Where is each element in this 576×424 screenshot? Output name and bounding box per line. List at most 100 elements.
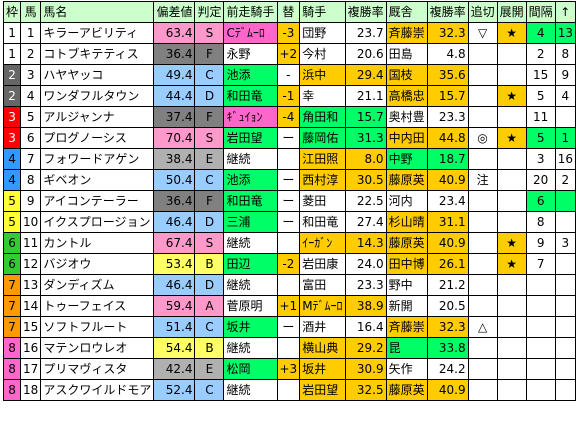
jockey-rate-cell: 21.1 (344, 85, 387, 107)
horse-name-cell: ギベオン (40, 169, 155, 191)
waku-cell: 1 (2, 22, 22, 44)
interval-cell (525, 379, 556, 401)
arrow-cell: 16 (554, 148, 576, 170)
horse-number-cell: 18 (20, 379, 42, 401)
jockey-cell: 富田 (299, 274, 346, 296)
stable-rate-cell: 40.9 (426, 232, 469, 254)
waku-cell: 7 (2, 295, 22, 317)
change-cell (276, 379, 301, 401)
oikiri-cell (467, 106, 498, 128)
rank-cell: F (194, 106, 225, 128)
jockey-rate-cell: 8.0 (344, 148, 387, 170)
tenkai-cell: ★ (496, 232, 527, 254)
interval-cell (525, 274, 556, 296)
jockey-rate-cell: 22.5 (344, 190, 387, 212)
horse-name-cell: アイコンテーラー (40, 190, 155, 212)
jockey-cell: ｲｰｶﾞﾝ (299, 232, 346, 254)
hensa-value-cell: 54.4 (153, 337, 196, 359)
change-cell: +1 (276, 295, 301, 317)
jockey-rate-cell: 23.7 (344, 22, 387, 44)
change-header: 替 (276, 1, 301, 23)
prev-jockey-cell: 継続 (223, 379, 278, 401)
jockey-cell: 菱田 (299, 190, 346, 212)
oikiri-cell (467, 232, 498, 254)
table-row: 1 2 コトブキテティス 36.4 F 永野 +2 今村 20.6 田島 4.8 2 8 (2, 43, 576, 65)
jockey-cell: 団野 (299, 22, 346, 44)
table-row: 6 12 バジオウ 53.4 B 田辺 -2 岩田康 24.0 田中博 26.1 ★ 7 (2, 253, 576, 275)
jockey-cell: 西村淳 (299, 169, 346, 191)
table-row: 8 16 マテンロウレオ 54.4 B 継続 横山典 29.2 昆 33.8 (2, 337, 576, 359)
tenkai-cell (496, 337, 527, 359)
change-cell (276, 274, 301, 296)
interval-cell: 8 (525, 211, 556, 233)
rank-cell: D (194, 274, 225, 296)
stable-cell: 田島 (385, 43, 428, 65)
stable-rate-cell: 15.7 (426, 85, 469, 107)
prev-jockey-cell: 継続 (223, 337, 278, 359)
arrow-cell: 3 (554, 232, 576, 254)
hensa-value-cell: 52.4 (153, 379, 196, 401)
stable-cell: 高橋忠 (385, 85, 428, 107)
tenkai-header: 展開 (496, 1, 527, 23)
rank-cell: D (194, 85, 225, 107)
change-cell: +3 (276, 358, 301, 380)
oikiri-cell (467, 148, 498, 170)
prev-jockey-cell: 継続 (223, 274, 278, 296)
hensa-value-cell: 67.4 (153, 232, 196, 254)
jockey-cell: 横山典 (299, 337, 346, 359)
horse-number-cell: 13 (20, 274, 42, 296)
waku-cell: 7 (2, 316, 22, 338)
interval-cell: 7 (525, 253, 556, 275)
hensa-value-cell: 46.4 (153, 211, 196, 233)
horse-number-cell: 1 (20, 22, 42, 44)
hensa-value-cell: 36.4 (153, 190, 196, 212)
rank-cell: B (194, 253, 225, 275)
jockey-rate-cell: 23.3 (344, 274, 387, 296)
stable-cell: 田中博 (385, 253, 428, 275)
jockey-cell: 岩田康 (299, 253, 346, 275)
stable-cell: 斉藤崇 (385, 316, 428, 338)
stable-cell: 藤原英 (385, 169, 428, 191)
stable-cell: 昆 (385, 337, 428, 359)
table-row: 8 18 アスクワイルドモア 52.4 C 継続 岩田望 32.5 藤原英 40.9 (2, 379, 576, 401)
waku-header: 枠 (2, 1, 22, 23)
waku-cell: 8 (2, 337, 22, 359)
stable-rate-header: 複勝率 (426, 1, 469, 23)
prev-jockey-cell: 和田竜 (223, 190, 278, 212)
name-header: 馬名 (40, 1, 155, 23)
stable-rate-cell: 33.8 (426, 337, 469, 359)
oikiri-header: 追切 (467, 1, 498, 23)
horse-number-cell: 4 (20, 85, 42, 107)
horse-name-cell: アルジャンナ (40, 106, 155, 128)
jockey-cell: 浜中 (299, 64, 346, 86)
stable-rate-cell: 31.1 (426, 211, 469, 233)
jockey-rate-cell: 29.2 (344, 337, 387, 359)
jockey-cell: 酒井 (299, 316, 346, 338)
arrow-cell (554, 106, 576, 128)
jockey-cell: 今村 (299, 43, 346, 65)
oikiri-cell: 注 (467, 169, 498, 191)
hensa-value-cell: 38.4 (153, 148, 196, 170)
interval-cell: 4 (525, 22, 556, 44)
oikiri-cell: ▽ (467, 22, 498, 44)
stable-cell: 河内 (385, 190, 428, 212)
hensa-value-cell: 53.4 (153, 253, 196, 275)
tenkai-cell (496, 358, 527, 380)
race-data-table: 枠馬馬名 偏差値 判定 前走騎手替騎手 複勝率 厩舎 複勝率 追切 展開 間隔 ↑ 1 1 キラーアビリテ… (2, 1, 576, 401)
header-row: 枠馬馬名 偏差値 判定 前走騎手替騎手 複勝率 厩舎 複勝率 追切 展開 間隔 ↑ (2, 1, 576, 23)
oikiri-cell (467, 379, 498, 401)
horse-number-cell: 11 (20, 232, 42, 254)
tenkai-cell (496, 274, 527, 296)
prev-jockey-cell: 三浦 (223, 211, 278, 233)
prev-jockey-cell: 田辺 (223, 253, 278, 275)
arrow-cell (554, 253, 576, 275)
waku-cell: 4 (2, 169, 22, 191)
jockey-cell: 幸 (299, 85, 346, 107)
oikiri-cell (467, 337, 498, 359)
rank-cell: F (194, 190, 225, 212)
horse-name-cell: アスクワイルドモア (40, 379, 155, 401)
jockey-rate-cell: 24.0 (344, 253, 387, 275)
prev-jockey-cell: 継続 (223, 232, 278, 254)
oikiri-cell (467, 358, 498, 380)
hensa-value-cell: 51.4 (153, 316, 196, 338)
